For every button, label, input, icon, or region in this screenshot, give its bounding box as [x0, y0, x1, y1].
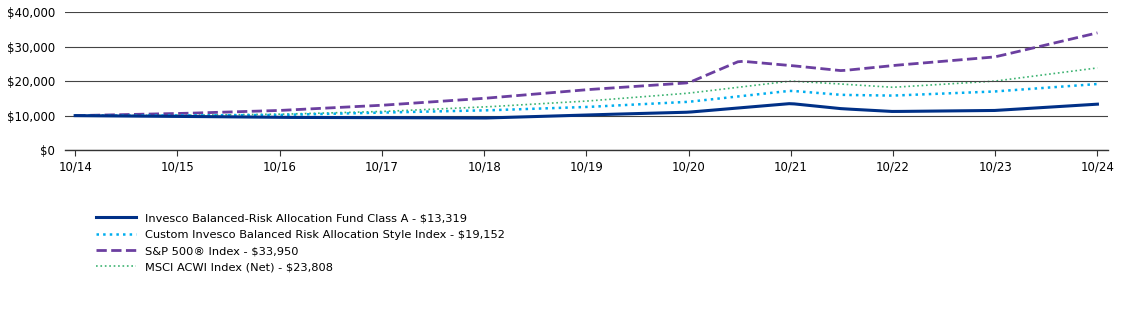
- Legend: Invesco Balanced-Risk Allocation Fund Class A - $13,319, Custom Invesco Balanced: Invesco Balanced-Risk Allocation Fund Cl…: [91, 208, 510, 277]
